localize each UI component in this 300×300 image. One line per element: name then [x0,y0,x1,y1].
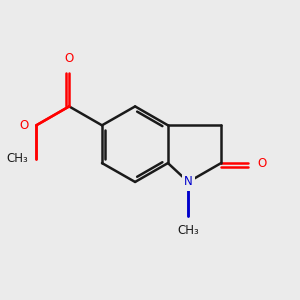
Text: O: O [64,52,74,65]
Text: N: N [184,176,193,188]
Text: O: O [19,119,28,132]
Text: O: O [257,157,266,169]
Text: CH₃: CH₃ [177,224,199,237]
Text: CH₃: CH₃ [6,152,28,165]
